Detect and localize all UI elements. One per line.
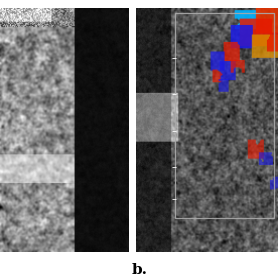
Bar <box>175 13 274 218</box>
Text: b.: b. <box>132 263 148 277</box>
